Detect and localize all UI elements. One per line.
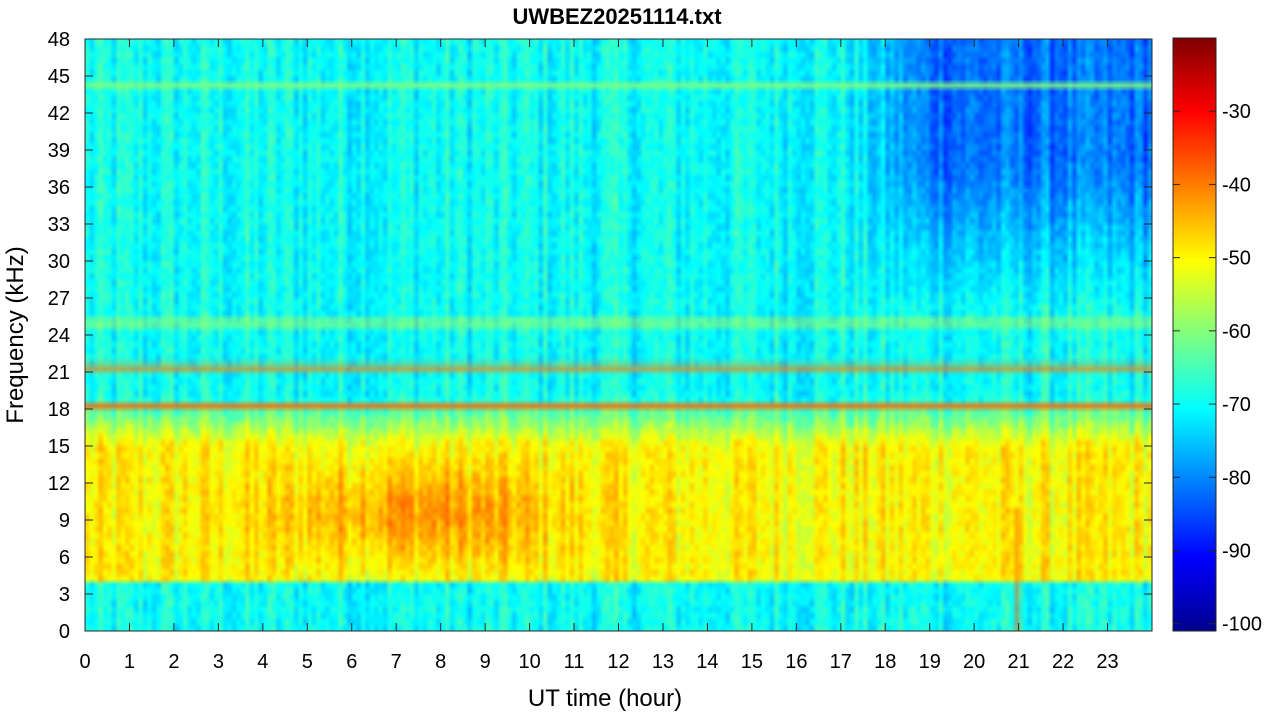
y-axis-label: Frequency (kHz) xyxy=(2,246,29,423)
x-tick-label: 6 xyxy=(346,651,357,673)
x-tick-label: 4 xyxy=(257,651,268,673)
x-tick-label: 16 xyxy=(785,651,807,673)
colorbar-tick-label: -50 xyxy=(1222,248,1251,270)
x-tick-label: 23 xyxy=(1096,651,1118,673)
x-tick-label: 10 xyxy=(518,651,540,673)
y-tick-label: 3 xyxy=(59,584,70,606)
x-tick-label: 21 xyxy=(1008,651,1030,673)
colorbar-tick-label: -80 xyxy=(1222,467,1251,489)
y-tick-label: 30 xyxy=(48,251,70,273)
y-tick-label: 36 xyxy=(48,177,70,199)
colorbar-tick-label: -60 xyxy=(1222,321,1251,343)
x-tick-label: 7 xyxy=(391,651,402,673)
y-tick-label: 0 xyxy=(59,621,70,643)
y-tick-label: 48 xyxy=(48,29,70,51)
x-tick-label: 8 xyxy=(435,651,446,673)
spectrogram-image xyxy=(85,39,1152,631)
x-tick-label: 2 xyxy=(168,651,179,673)
colorbar-ticks: -100 -90 -80 -70 -60 -50 -40 -30 xyxy=(1173,101,1262,636)
colorbar-tick-label: -70 xyxy=(1222,394,1251,416)
y-tick-label: 39 xyxy=(48,140,70,162)
x-tick-label: 20 xyxy=(963,651,985,673)
colorbar xyxy=(1172,37,1217,632)
y-tick-label: 15 xyxy=(48,436,70,458)
x-tick-label: 14 xyxy=(696,651,718,673)
colorbar-tick-label: -30 xyxy=(1222,101,1251,123)
x-tick-label: 12 xyxy=(607,651,629,673)
x-axis-ticks: 0 1 2 3 4 5 6 7 8 9 10 11 12 13 14 15 16 17 18 19 20 21 22 23 xyxy=(79,39,1119,673)
y-tick-label: 45 xyxy=(48,66,70,88)
y-tick-label: 6 xyxy=(59,547,70,569)
x-tick-label: 3 xyxy=(213,651,224,673)
x-tick-label: 9 xyxy=(480,651,491,673)
chart-title: UWBEZ20251114.txt xyxy=(512,4,722,29)
x-tick-label: 18 xyxy=(874,651,896,673)
spectrogram-heatmap xyxy=(85,39,1152,631)
colorbar-tick-label: -90 xyxy=(1222,540,1251,562)
x-tick-label: 1 xyxy=(124,651,135,673)
y-tick-label: 27 xyxy=(48,288,70,310)
x-tick-label: 11 xyxy=(564,651,585,673)
y-tick-label: 9 xyxy=(59,510,70,532)
x-tick-label: 0 xyxy=(79,651,90,673)
colorbar-tick-label: -40 xyxy=(1222,174,1251,196)
x-tick-label: 19 xyxy=(919,651,941,673)
y-tick-label: 12 xyxy=(48,473,70,495)
y-tick-label: 33 xyxy=(48,214,70,236)
x-tick-label: 5 xyxy=(302,651,313,673)
y-tick-label: 18 xyxy=(48,399,70,421)
y-tick-label: 21 xyxy=(48,362,70,384)
y-tick-label: 24 xyxy=(48,325,70,347)
x-tick-label: 15 xyxy=(741,651,763,673)
x-axis-label: UT time (hour) xyxy=(528,685,682,712)
x-tick-label: 17 xyxy=(830,651,852,673)
x-tick-label: 13 xyxy=(652,651,674,673)
x-tick-label: 22 xyxy=(1052,651,1074,673)
y-tick-label: 42 xyxy=(48,103,70,125)
colorbar-tick-label: -100 xyxy=(1222,614,1262,636)
